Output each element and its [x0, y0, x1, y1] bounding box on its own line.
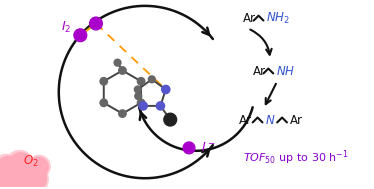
- Circle shape: [0, 156, 20, 179]
- Circle shape: [183, 142, 195, 154]
- Text: $NH_2$: $NH_2$: [266, 11, 291, 26]
- Circle shape: [5, 150, 34, 179]
- Text: $I_2$: $I_2$: [61, 20, 72, 35]
- Text: $NH$: $NH$: [276, 65, 295, 78]
- Circle shape: [28, 156, 49, 178]
- Circle shape: [90, 17, 102, 30]
- Text: Ar: Ar: [239, 114, 252, 127]
- Circle shape: [139, 102, 147, 110]
- Text: Ar: Ar: [253, 65, 266, 78]
- Circle shape: [0, 163, 31, 189]
- Circle shape: [0, 163, 10, 188]
- Circle shape: [137, 99, 145, 107]
- Circle shape: [148, 76, 155, 83]
- Circle shape: [27, 155, 51, 178]
- Circle shape: [0, 163, 8, 189]
- Circle shape: [162, 85, 170, 94]
- Circle shape: [164, 113, 177, 126]
- Circle shape: [114, 59, 121, 66]
- Circle shape: [134, 86, 141, 93]
- Text: $TOF_{50}$ up to 30 h$^{-1}$: $TOF_{50}$ up to 30 h$^{-1}$: [243, 148, 349, 167]
- Text: $O_2$: $O_2$: [24, 154, 39, 169]
- Circle shape: [74, 29, 87, 42]
- Text: $I^-$: $I^-$: [201, 141, 215, 154]
- Circle shape: [100, 77, 107, 85]
- Circle shape: [156, 102, 165, 110]
- Circle shape: [119, 110, 126, 117]
- Circle shape: [0, 163, 31, 189]
- Text: Ar: Ar: [290, 114, 303, 127]
- Circle shape: [7, 152, 34, 179]
- Text: Ar: Ar: [243, 12, 256, 25]
- Circle shape: [135, 93, 142, 100]
- Circle shape: [100, 99, 107, 107]
- Text: $N$: $N$: [266, 114, 276, 127]
- Circle shape: [119, 67, 126, 74]
- Circle shape: [0, 154, 19, 179]
- Circle shape: [18, 163, 49, 189]
- Circle shape: [19, 164, 47, 189]
- Circle shape: [137, 77, 145, 85]
